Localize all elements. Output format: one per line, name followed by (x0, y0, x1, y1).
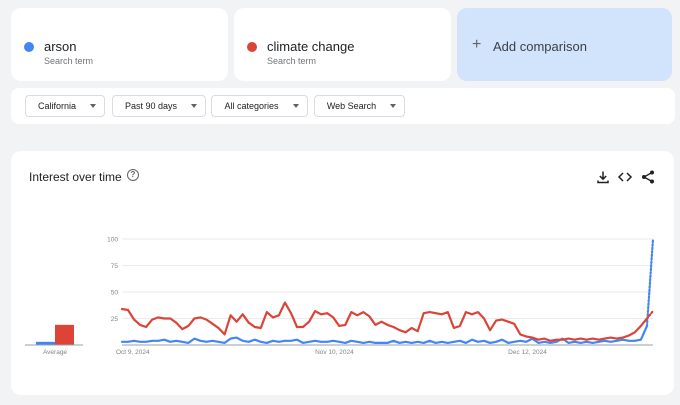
partial-data-segment-climate-change (645, 309, 655, 320)
help-icon[interactable]: ? (127, 169, 139, 181)
filter-bar: California Past 90 days All categories W… (11, 88, 675, 124)
caret-down-icon (390, 104, 396, 108)
search-term-name[interactable]: climate change (267, 39, 355, 54)
time-period-dropdown[interactable]: Past 90 days (112, 95, 206, 117)
add-comparison-button[interactable]: + Add comparison (457, 8, 672, 81)
share-icon[interactable] (640, 169, 656, 185)
y-tick-label: 100 (107, 237, 118, 244)
caret-down-icon (293, 104, 299, 108)
climate-change-color-dot (247, 42, 257, 52)
download-icon[interactable] (595, 169, 611, 185)
arson-color-dot (24, 42, 34, 52)
caret-down-icon (90, 104, 96, 108)
interest-over-time-chart: 100 75 50 25 Oct 9, 2024 Nov 10, 2024 Dec 12, … (25, 237, 655, 356)
add-comparison-label: Add comparison (493, 39, 587, 54)
average-bar-arson (36, 341, 55, 345)
time-period-value: Past 90 days (124, 101, 178, 111)
x-tick-label: Oct 9, 2024 (116, 349, 150, 356)
search-term-card-climate-change[interactable]: climate change Search term (234, 8, 451, 81)
search-type-dropdown[interactable]: Web Search (314, 95, 405, 117)
embed-icon[interactable] (617, 169, 633, 185)
y-tick-label: 25 (111, 316, 119, 323)
category-dropdown[interactable]: All categories (211, 95, 308, 117)
region-value: California (37, 101, 77, 111)
series-line-arson (120, 324, 649, 344)
series-line-climate-change (120, 301, 649, 342)
search-term-name[interactable]: arson (44, 39, 77, 54)
search-type-value: Web Search (326, 101, 377, 111)
x-tick-label: Dec 12, 2024 (508, 349, 547, 356)
x-tick-label: Nov 10, 2024 (315, 349, 354, 356)
caret-down-icon (191, 104, 197, 108)
panel-title: Interest over time (29, 170, 122, 184)
search-term-card-arson[interactable]: arson Search term (11, 8, 228, 81)
average-bar-climate-change (55, 324, 74, 345)
y-tick-label: 75 (111, 263, 119, 270)
search-term-subtitle: Search term (267, 56, 317, 66)
partial-data-segment-arson (645, 237, 655, 328)
search-term-subtitle: Search term (44, 56, 94, 66)
interest-over-time-panel: Interest over time ? 100 75 50 25 Oct 9, 202… (11, 151, 674, 395)
average-label: Average (43, 349, 67, 356)
plus-icon: + (472, 36, 482, 53)
region-dropdown[interactable]: California (25, 95, 105, 117)
category-value: All categories (224, 101, 279, 111)
y-tick-label: 50 (111, 290, 119, 297)
